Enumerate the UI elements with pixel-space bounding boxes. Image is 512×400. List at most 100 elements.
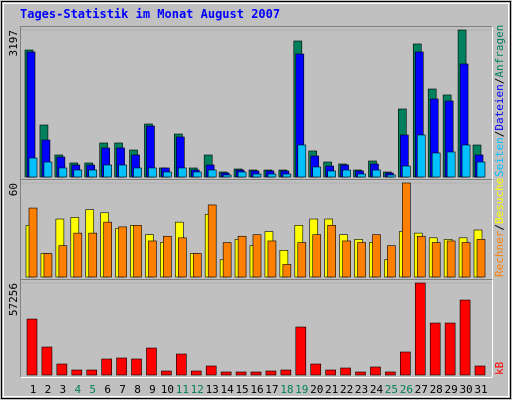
x-tick-label: 2 (45, 383, 52, 396)
bar (476, 239, 486, 278)
bar (370, 366, 381, 376)
bar (400, 351, 411, 376)
bar (310, 363, 322, 376)
bar (265, 370, 277, 376)
x-tick-label: 11 (176, 383, 189, 396)
bar (280, 369, 292, 376)
legend-entry: Seiten (493, 137, 506, 177)
x-tick-label: 14 (221, 383, 235, 396)
bar (163, 235, 172, 278)
bar (192, 171, 202, 178)
bar (56, 363, 68, 376)
bar (207, 204, 217, 278)
x-tick-label: 21 (325, 383, 338, 396)
bar (461, 242, 471, 278)
bar (41, 346, 53, 376)
bar (103, 221, 112, 278)
x-tick-label: 23 (355, 383, 368, 396)
bar (118, 164, 127, 178)
bar (402, 182, 411, 278)
x-tick-label: 13 (206, 383, 219, 396)
bar (355, 371, 366, 376)
bar (297, 242, 307, 278)
bar (146, 347, 157, 376)
bar (148, 167, 157, 178)
bar (58, 167, 68, 178)
bar (282, 264, 292, 278)
bar (357, 173, 366, 178)
x-tick-label: 24 (370, 383, 384, 396)
x-tick-label: 6 (104, 383, 111, 396)
bar (116, 357, 127, 376)
bar (327, 225, 336, 278)
bar (237, 235, 247, 278)
bar (342, 169, 351, 178)
bar (86, 369, 98, 376)
bar (402, 165, 411, 178)
bar (252, 173, 262, 178)
bar (431, 152, 441, 178)
legend-entry: kB (493, 361, 506, 375)
bar (73, 169, 83, 178)
bar (459, 299, 471, 376)
x-tick-label: 26 (400, 383, 413, 396)
bar (26, 318, 38, 376)
bar (28, 207, 38, 278)
bar (446, 240, 456, 278)
inner-border (3, 3, 509, 397)
x-tick-label: 20 (310, 383, 323, 396)
bar (88, 169, 98, 178)
bar (176, 353, 187, 376)
x-tick-label: 4 (74, 383, 81, 396)
x-tick-label: 3 (60, 383, 67, 396)
bar (163, 171, 172, 178)
bar (43, 161, 53, 178)
x-tick-label: 31 (474, 383, 487, 396)
bar (252, 234, 262, 278)
legend-entry: Rechner (493, 230, 506, 277)
bar (101, 358, 112, 376)
legend: Seiten/Dateien/Anfragen (493, 25, 506, 177)
bar (190, 370, 202, 376)
x-tick-label: 7 (119, 383, 126, 396)
bar (372, 169, 381, 178)
bar (282, 173, 292, 178)
x-tick-label: 8 (134, 383, 141, 396)
bar (327, 170, 336, 178)
bar (250, 371, 262, 376)
bar (237, 171, 247, 178)
bar (118, 226, 127, 278)
bar (58, 245, 68, 278)
bar (431, 242, 441, 278)
bar (385, 371, 396, 376)
legend-separator: / (493, 131, 506, 138)
bar (372, 234, 381, 278)
bar (222, 242, 232, 278)
bar (267, 173, 277, 178)
bar (312, 234, 322, 278)
bar (205, 365, 217, 376)
x-tick-label: 22 (340, 383, 353, 396)
x-tick-label: 28 (430, 383, 443, 396)
bar (148, 240, 157, 278)
bar (133, 167, 142, 178)
legend: Rechner/Besuche (493, 178, 506, 277)
bar (476, 161, 486, 178)
bar (71, 369, 83, 376)
x-tick-label: 17 (265, 383, 278, 396)
bar (429, 322, 441, 376)
bar (295, 326, 307, 376)
legend: kB (493, 361, 506, 375)
bar (340, 367, 351, 376)
bar (416, 134, 426, 178)
x-tick-label: 9 (149, 383, 156, 396)
x-tick-label: 30 (459, 383, 472, 396)
bar (220, 371, 232, 376)
x-tick-label: 19 (295, 383, 308, 396)
y-tick-label: 3197 (7, 30, 20, 57)
bar (357, 242, 366, 278)
x-tick-label: 25 (385, 383, 398, 396)
legend-entry: Anfragen (493, 25, 506, 78)
